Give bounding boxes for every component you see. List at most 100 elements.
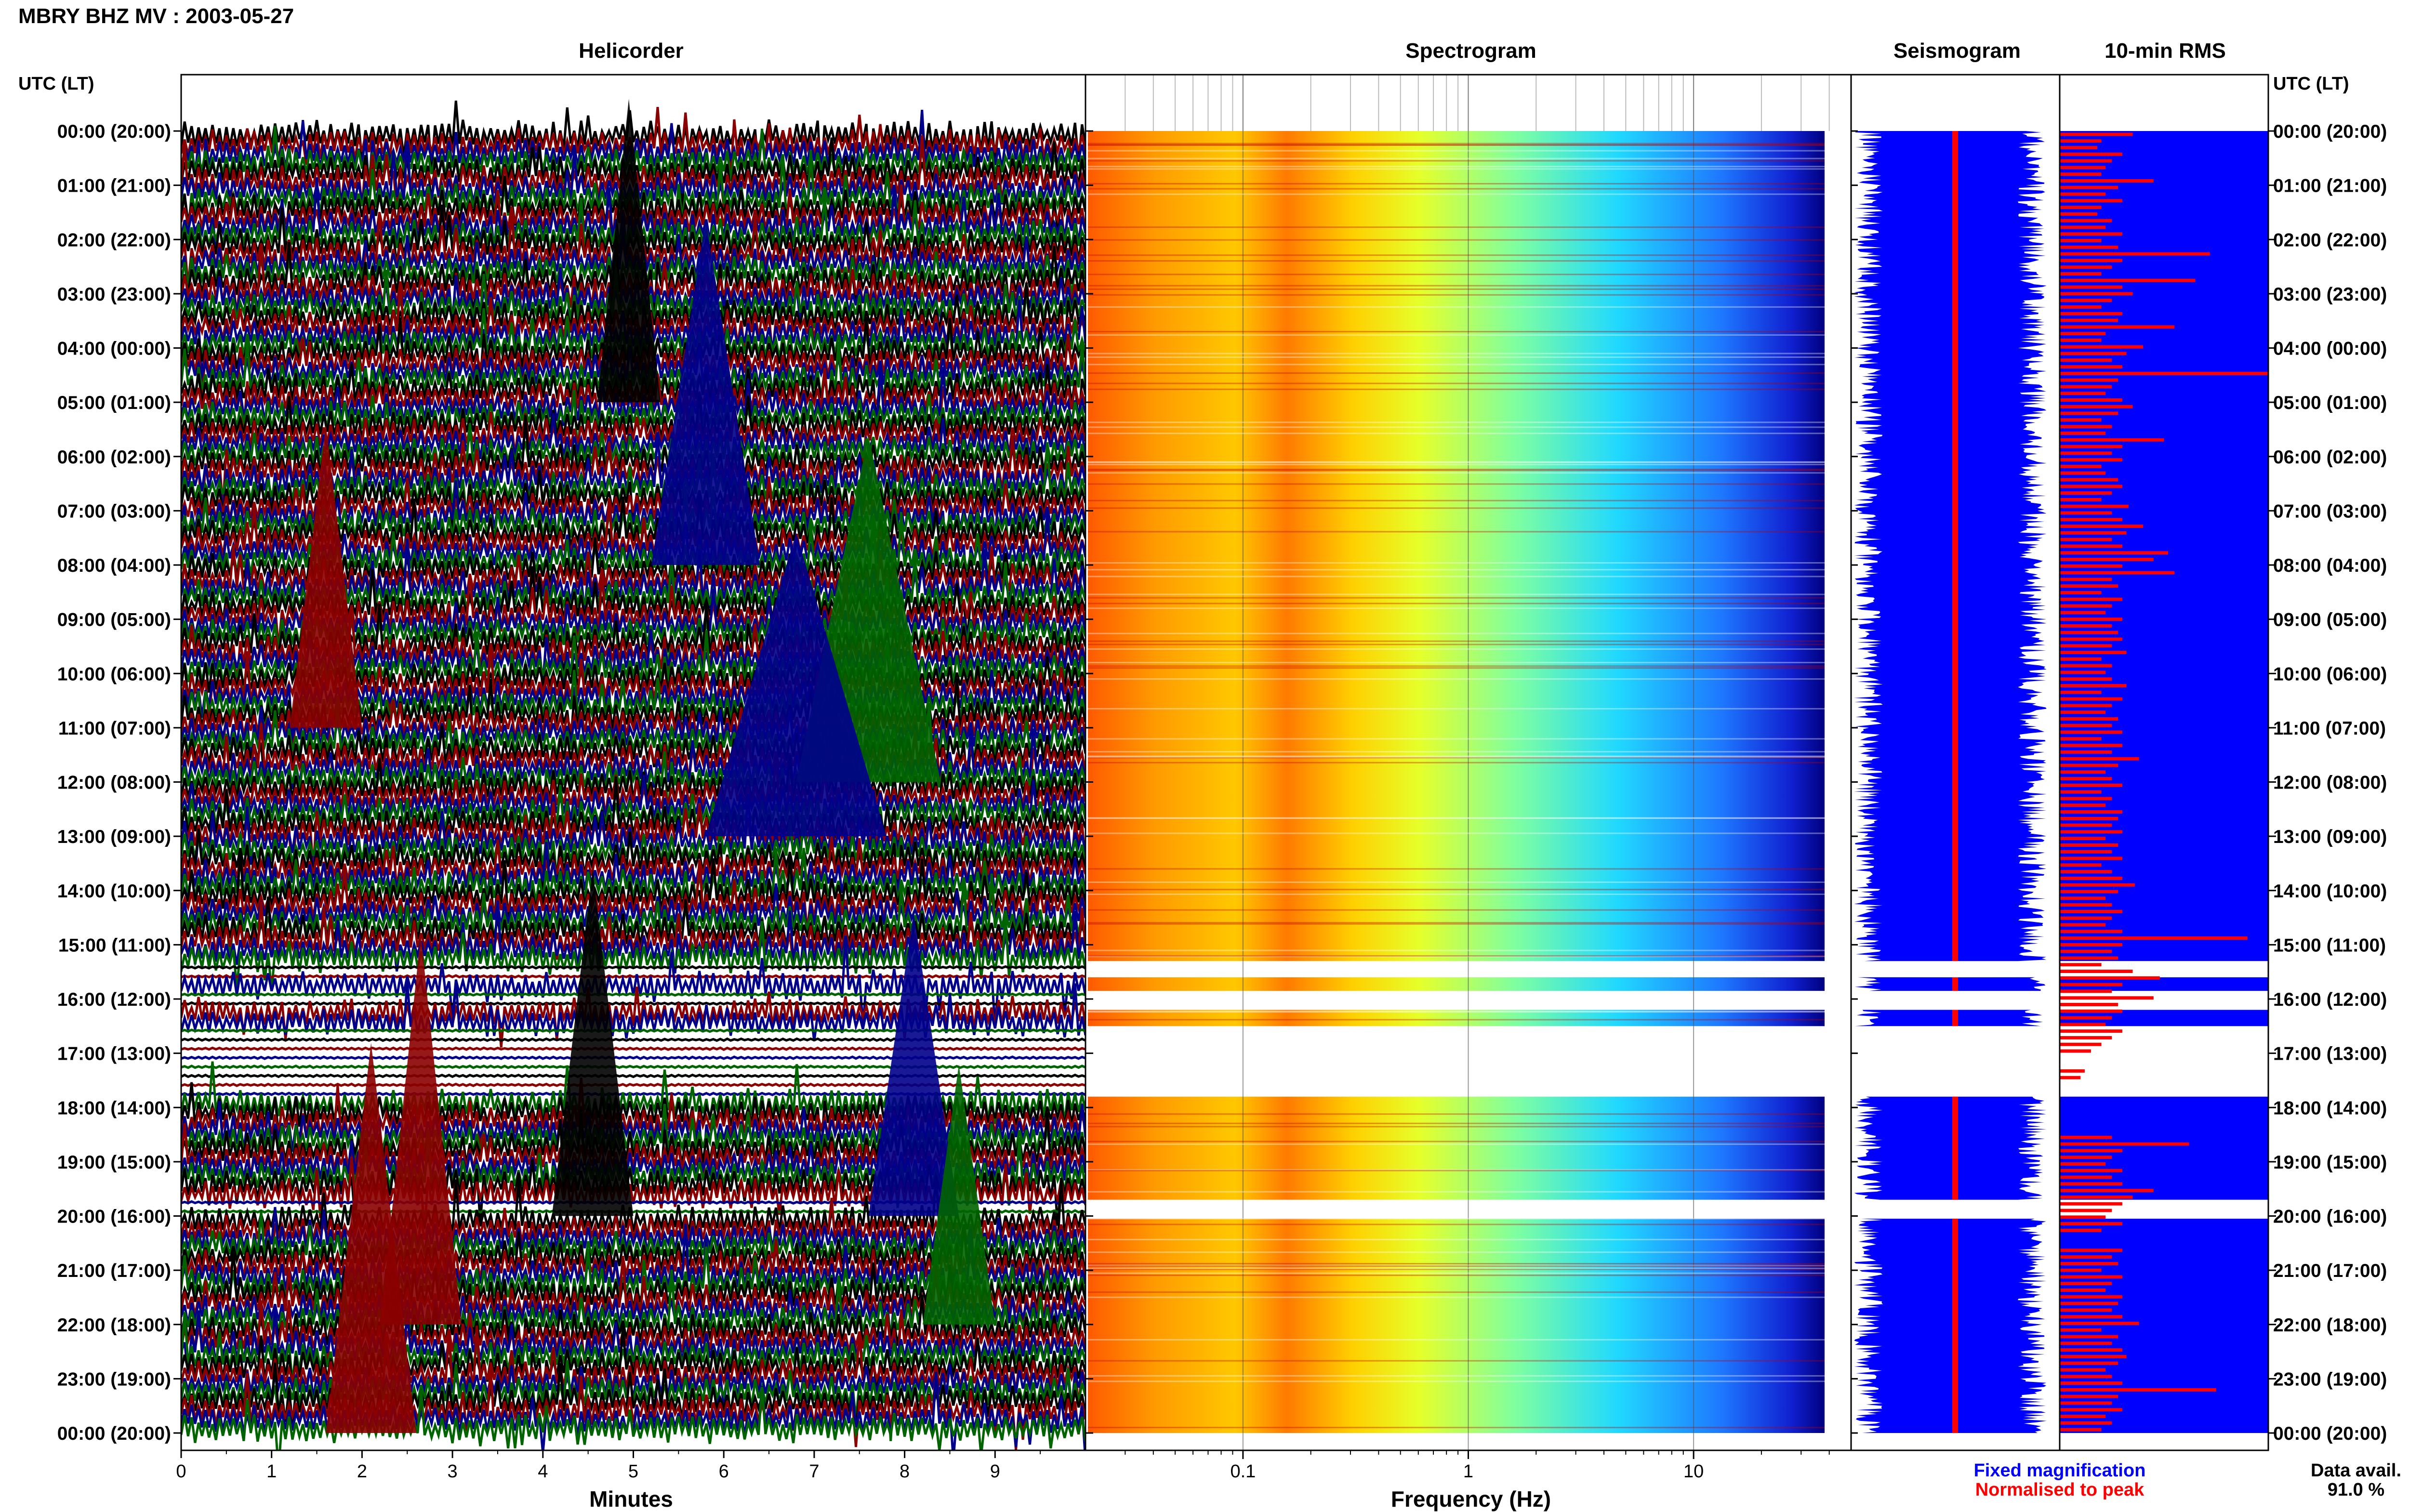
- rms-bar: [2060, 159, 2112, 163]
- rms-bar: [2060, 757, 2139, 761]
- utc-header-right: UTC (LT): [2273, 74, 2349, 94]
- rms-bar: [2060, 631, 2118, 634]
- helicorder-trace: [181, 836, 1085, 910]
- rms-bar: [2060, 206, 2102, 210]
- rms-bar: [2060, 1156, 2112, 1159]
- rms-bar: [2060, 1421, 2112, 1425]
- helicorder-trace: [181, 413, 1085, 486]
- rms-panel: [2060, 75, 2268, 1450]
- rms-bar: [2060, 949, 2112, 953]
- rms-bar: [2060, 677, 2112, 681]
- rms-bar: [2060, 644, 2112, 648]
- rms-bar: [2060, 1348, 2122, 1352]
- hour-label-left: 10:00 (06:00): [57, 664, 171, 684]
- rms-bar: [2060, 318, 2118, 322]
- rms-bar: [2060, 278, 2196, 282]
- rms-bar: [2060, 1162, 2106, 1166]
- hour-label-left: 06:00 (02:00): [57, 447, 171, 468]
- rms-bar: [2060, 963, 2102, 967]
- rms-bar: [2060, 1335, 2118, 1339]
- rms-bar: [2060, 1169, 2122, 1172]
- rms-bar: [2060, 690, 2102, 694]
- rms-bar: [2060, 172, 2102, 176]
- spectrogram-data: [1088, 131, 1825, 961]
- hour-label-right: 07:00 (03:00): [2273, 501, 2387, 522]
- rms-bar: [2060, 671, 2106, 674]
- rms-bar: [2060, 1361, 2118, 1365]
- spectrogram-panel: [1085, 75, 1851, 1450]
- rms-bar: [2060, 710, 2106, 714]
- hour-label-right: 01:00 (21:00): [2273, 176, 2387, 197]
- rms-bar: [2060, 1255, 2112, 1259]
- rms-bar: [2060, 1262, 2118, 1265]
- rms-bar: [2060, 219, 2112, 223]
- seismogram-normalised-trace: [1952, 977, 1958, 991]
- seismogram-normalised-trace: [1952, 1219, 1958, 1433]
- rms-bar: [2060, 591, 2102, 594]
- rms-bar: [2060, 983, 2122, 986]
- rms-bar: [2060, 1182, 2122, 1186]
- helicorder-trace: [181, 390, 1085, 461]
- rms-bar: [2060, 525, 2144, 528]
- rms-bar: [2060, 989, 2112, 993]
- spectrogram-data: [1088, 977, 1825, 991]
- helicorder-trace: [181, 883, 1085, 960]
- rms-bar: [2060, 730, 2122, 734]
- helicorder-trace: [181, 900, 1085, 974]
- helicorder-trace: [181, 1028, 1085, 1033]
- hour-label-right: 13:00 (09:00): [2273, 827, 2387, 847]
- rms-bar: [2060, 856, 2122, 860]
- hour-label-left: 05:00 (01:00): [57, 393, 171, 413]
- rms-bar: [2060, 1268, 2102, 1272]
- hour-label-left: 07:00 (03:00): [57, 501, 171, 522]
- rms-bar: [2060, 305, 2102, 309]
- seismogram-title: Seismogram: [1893, 39, 2021, 63]
- rms-bar: [2060, 152, 2122, 156]
- x-axes: 0 1 2 3 4 5 6 7 8 9 0.1 1 10: [176, 1450, 1830, 1482]
- rms-bar: [2060, 810, 2122, 814]
- panel-frame: [2059, 74, 2269, 1451]
- rms-bar: [2060, 1175, 2112, 1179]
- rms-bar: [2060, 398, 2122, 402]
- rms-bar: [2060, 1076, 2081, 1079]
- hour-label-right: 05:00 (01:00): [2273, 393, 2387, 413]
- rms-bar: [2060, 464, 2102, 468]
- rms-bar: [2060, 199, 2122, 203]
- helicorder-x-tick-label: 3: [448, 1461, 458, 1482]
- helicorder-trace: [181, 397, 1085, 471]
- rms-bar: [2060, 378, 2118, 382]
- rms-bar: [2060, 491, 2112, 495]
- rms-bar: [2060, 723, 2112, 727]
- hour-label-left: 09:00 (05:00): [57, 610, 171, 631]
- hour-label-left: 00:00 (20:00): [57, 121, 171, 142]
- legend-fixed-magnification: Fixed magnification: [1974, 1460, 2146, 1481]
- rms-bar: [2060, 1308, 2112, 1312]
- hour-label-left: 22:00 (18:00): [57, 1315, 171, 1336]
- rms-bar: [2060, 166, 2106, 170]
- rms-bar: [2060, 909, 2122, 913]
- rms-bar: [2060, 451, 2112, 455]
- hour-label-right: 17:00 (13:00): [2273, 1044, 2387, 1065]
- rms-bar: [2060, 1302, 2118, 1305]
- rms-bar: [2060, 943, 2122, 947]
- rms-bar: [2060, 823, 2112, 827]
- rms-bar: [2060, 970, 2133, 973]
- rms-bar: [2060, 664, 2112, 668]
- rms-bar: [2060, 930, 2122, 933]
- rms-bar: [2060, 936, 2248, 940]
- rms-bar: [2060, 1282, 2112, 1286]
- rms-bar: [2060, 245, 2118, 249]
- rms-bar: [2060, 185, 2118, 189]
- rms-bar: [2060, 551, 2169, 555]
- rms-bar: [2060, 1003, 2118, 1006]
- rms-bar: [2060, 837, 2106, 841]
- rms-bar: [2060, 192, 2106, 196]
- rms-bar: [2060, 259, 2122, 263]
- rms-bar: [2060, 518, 2122, 522]
- hour-label-right: 00:00 (20:00): [2273, 1423, 2387, 1444]
- rms-bar: [2060, 371, 2268, 375]
- helicorder-x-tick-label: 4: [538, 1461, 548, 1482]
- rms-bar: [2060, 803, 2106, 807]
- rms-bar: [2060, 717, 2118, 721]
